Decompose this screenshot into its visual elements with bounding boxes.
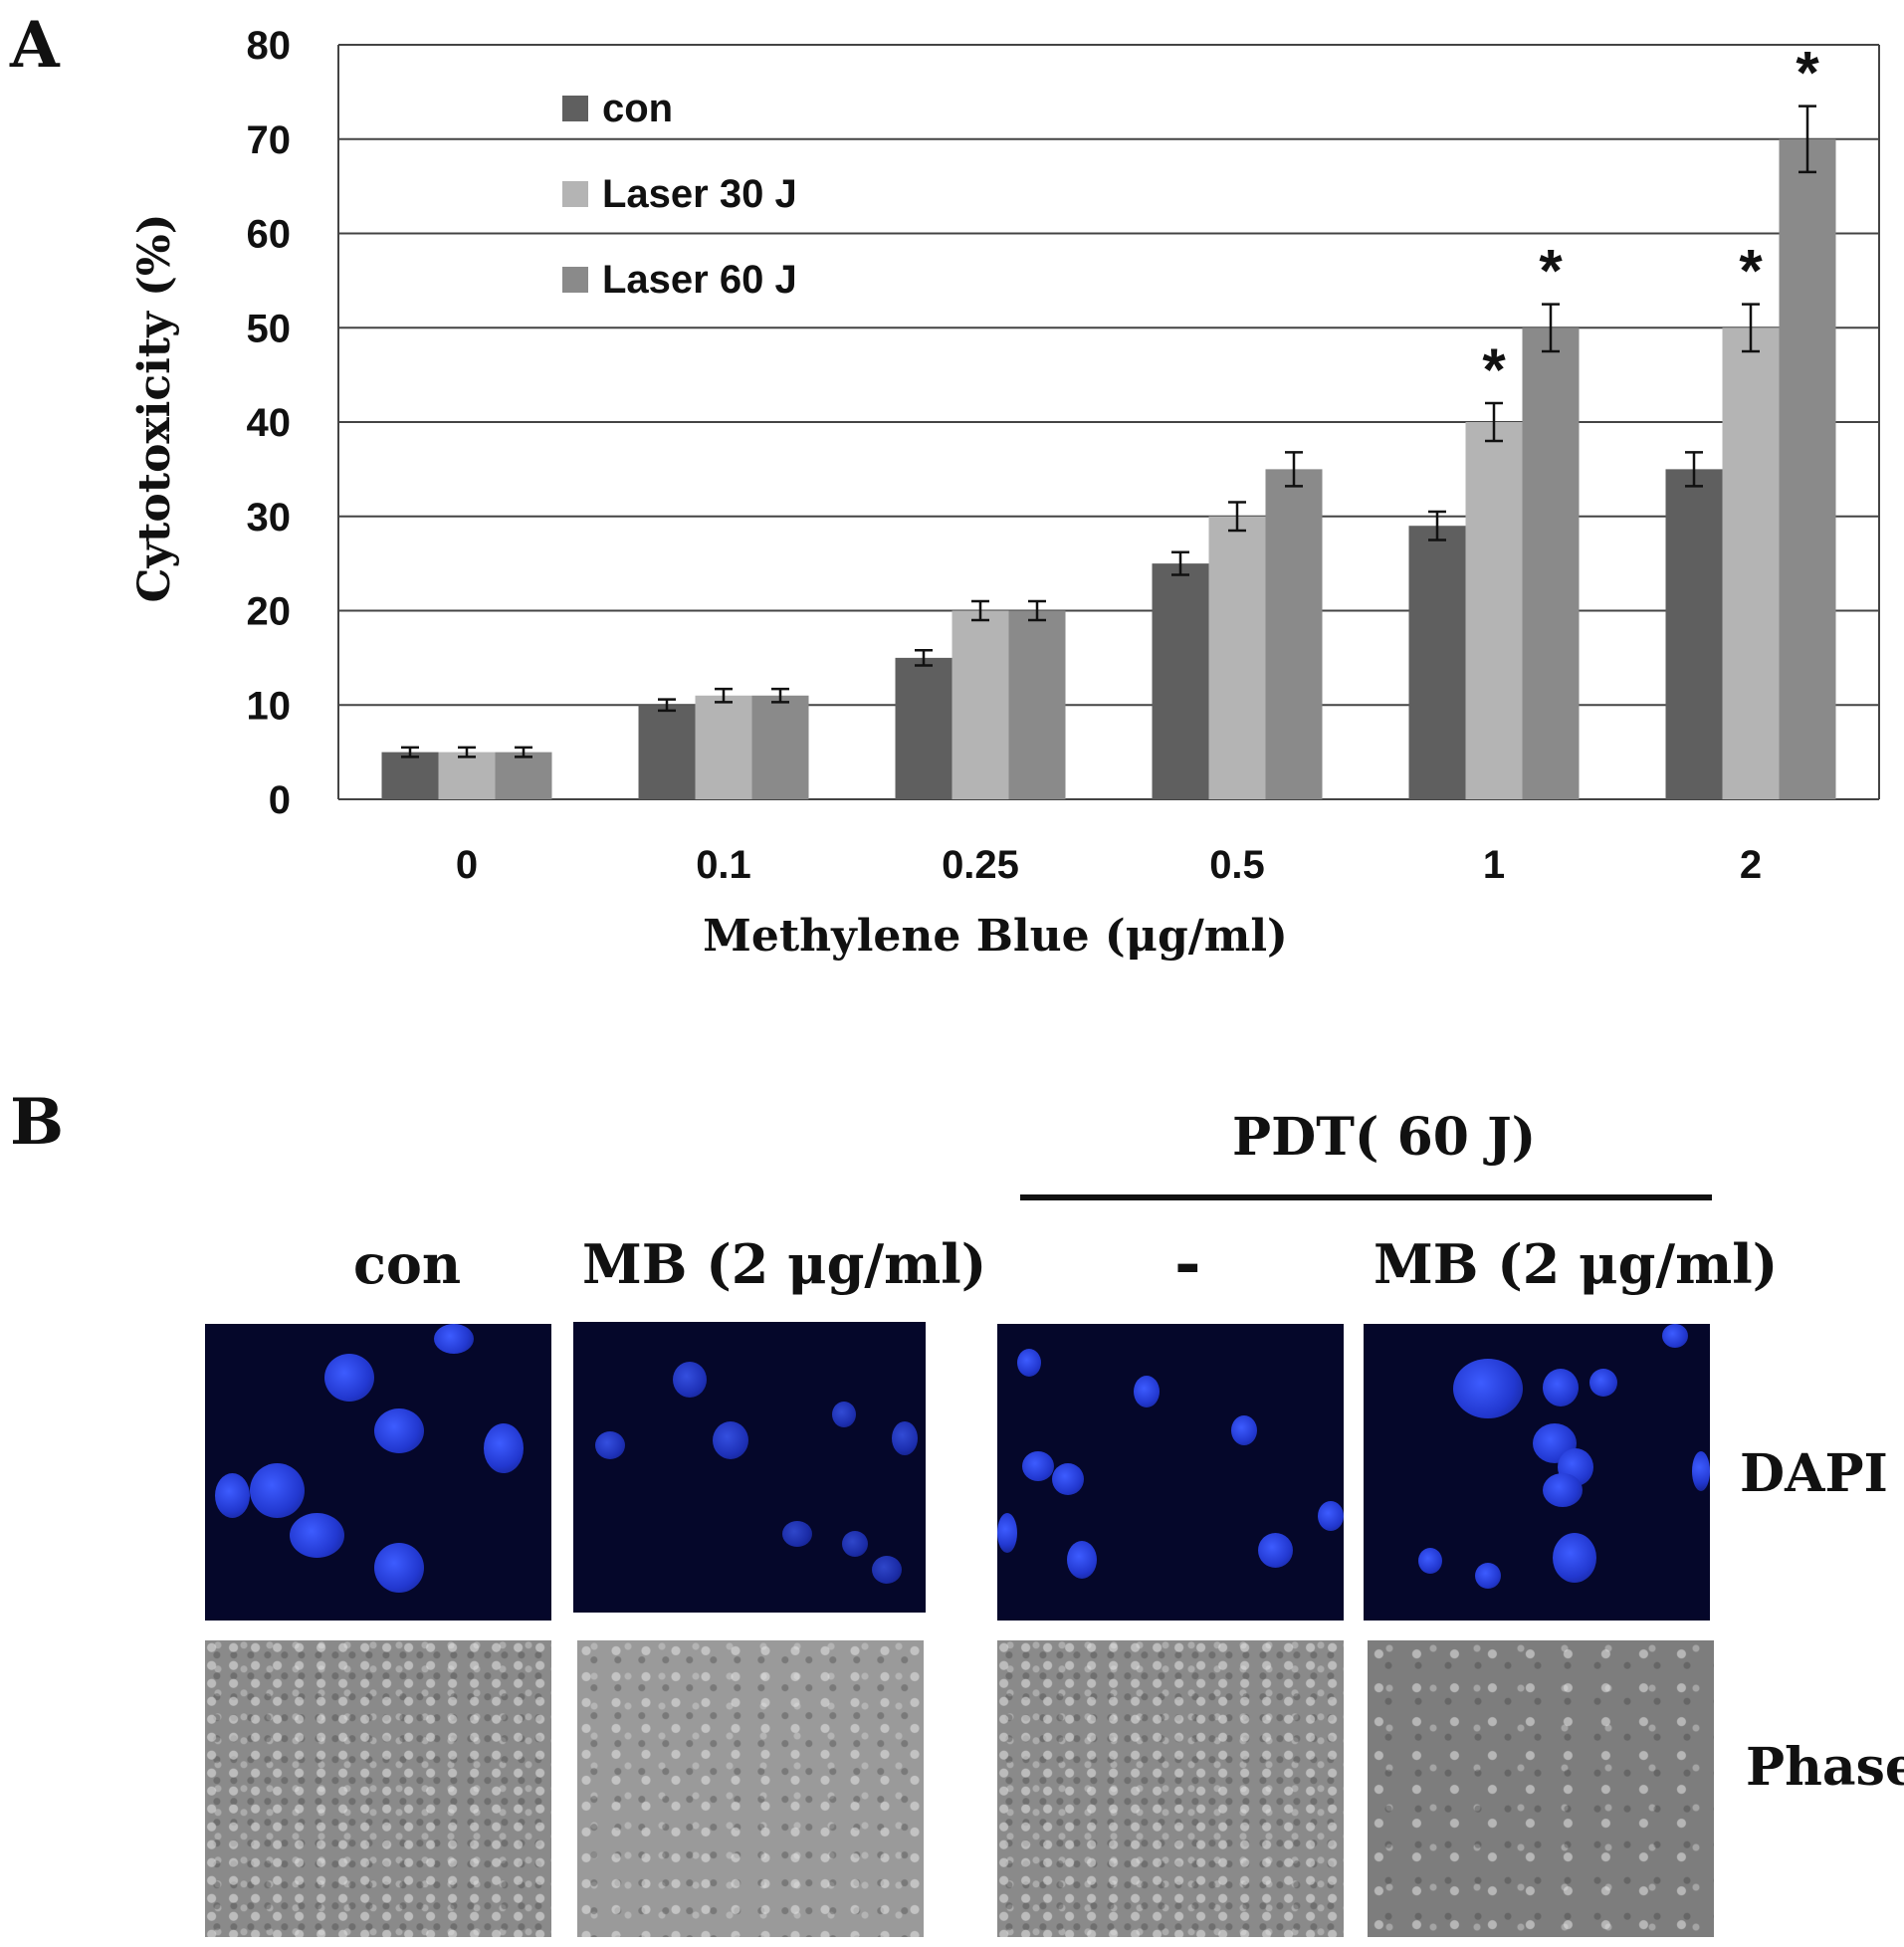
legend: con Laser 30 J Laser 60 J: [562, 87, 797, 302]
significance-markers: * * * *: [1482, 40, 1819, 403]
significance-star: *: [1739, 238, 1763, 305]
x-tick-label: 0.1: [696, 843, 751, 887]
panel-b-letter: B: [10, 1085, 65, 1160]
row-label-dapi: DAPI: [1740, 1443, 1888, 1504]
bar: [952, 610, 1009, 799]
bar: [1208, 516, 1266, 799]
bars: [381, 138, 1836, 799]
column-label-pdt-mb: MB (2 μg/ml): [1374, 1232, 1779, 1296]
bar: [381, 752, 439, 799]
pdt-group-header: PDT( 60 J): [1232, 1107, 1537, 1168]
x-tick-label: 1: [1483, 843, 1505, 887]
bar: [1522, 327, 1580, 799]
column-label-mb: MB (2 μg/ml): [582, 1232, 987, 1296]
bar: [438, 752, 496, 799]
x-tick-label: 0: [456, 843, 478, 887]
bar: [751, 695, 809, 799]
y-tick-label: 0: [269, 778, 291, 822]
dapi-image-mb: [573, 1322, 926, 1613]
bar: [1665, 469, 1723, 799]
bar: [1722, 327, 1780, 799]
y-tick-labels: 0 10 20 30 40 50 60 70 80: [247, 24, 292, 822]
x-tick-label: 0.25: [942, 843, 1019, 887]
legend-label: Laser 30 J: [602, 172, 797, 216]
bar: [1265, 469, 1323, 799]
bar: [638, 705, 696, 799]
bar: [1465, 422, 1523, 799]
bar: [695, 695, 752, 799]
bar: [1779, 138, 1836, 799]
x-tick-label: 2: [1740, 843, 1762, 887]
column-label-con: con: [353, 1232, 462, 1296]
phase-image-pdt-mb: [1368, 1640, 1714, 1937]
bar: [495, 752, 552, 799]
legend-swatch: [562, 267, 588, 293]
x-tick-label: 0.5: [1209, 843, 1265, 887]
row-label-phase: Phase: [1746, 1737, 1904, 1798]
x-tick-labels: 0 0.1 0.25 0.5 1 2: [456, 843, 1762, 887]
bar: [895, 657, 952, 799]
panel-a-letter: A: [10, 8, 60, 83]
y-tick-label: 50: [247, 307, 292, 350]
dapi-image-con: [205, 1324, 551, 1621]
phase-image-con: [205, 1640, 551, 1937]
significance-star: *: [1539, 238, 1563, 305]
legend-swatch: [562, 181, 588, 207]
y-tick-label: 40: [247, 401, 292, 445]
y-tick-label: 30: [247, 496, 292, 540]
dapi-image-pdt-mb: [1364, 1324, 1710, 1621]
legend-label: Laser 60 J: [602, 258, 797, 302]
significance-star: *: [1796, 40, 1819, 107]
cytotoxicity-bar-chart: * * * * 0 10 20 30 40 50 60 70 80 0 0.1 0.25 0.5 1 2 con…: [129, 24, 1880, 962]
y-tick-label: 10: [247, 684, 292, 728]
y-tick-label: 60: [247, 213, 292, 257]
column-label-pdt-only: -: [1174, 1226, 1201, 1301]
legend-swatch: [562, 96, 588, 121]
y-tick-label: 20: [247, 590, 292, 634]
y-tick-label: 70: [247, 118, 292, 162]
pdt-group-line: [1020, 1194, 1712, 1200]
error-bars: [401, 105, 1816, 758]
bar: [1408, 526, 1466, 799]
bar: [1152, 563, 1209, 799]
gridlines: [337, 44, 1880, 800]
phase-image-mb: [577, 1640, 924, 1937]
phase-image-pdt: [997, 1640, 1344, 1937]
bar: [1008, 610, 1066, 799]
y-tick-label: 80: [247, 24, 292, 68]
y-axis-title: Cytotoxicity (%): [129, 213, 180, 602]
dapi-image-pdt: [997, 1324, 1344, 1621]
x-axis-title: Methylene Blue (μg/ml): [703, 911, 1288, 962]
significance-star: *: [1482, 336, 1506, 403]
legend-label: con: [602, 87, 673, 130]
